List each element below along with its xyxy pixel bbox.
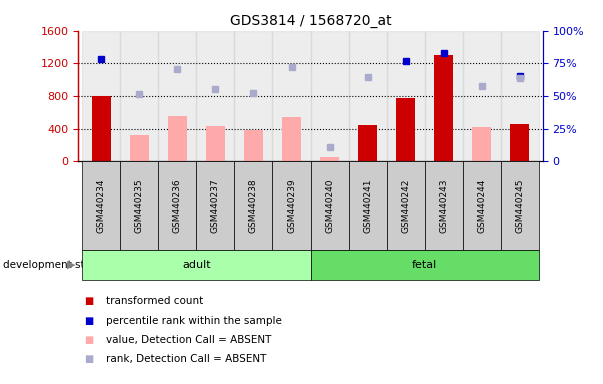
Text: GSM440235: GSM440235 (135, 178, 144, 233)
Text: GSM440237: GSM440237 (211, 178, 220, 233)
Bar (463, 31, 501, 161)
Text: GSM440240: GSM440240 (325, 178, 334, 233)
Bar (120, 31, 159, 161)
Text: ■: ■ (84, 316, 93, 326)
Text: GSM440238: GSM440238 (249, 178, 258, 233)
Text: value, Detection Call = ABSENT: value, Detection Call = ABSENT (106, 335, 271, 345)
Bar (82, 31, 120, 161)
Text: GSM440244: GSM440244 (478, 178, 486, 233)
Text: ■: ■ (84, 335, 93, 345)
Text: transformed count: transformed count (106, 296, 203, 306)
Text: ■: ■ (84, 354, 93, 364)
Text: GSM440236: GSM440236 (173, 178, 182, 233)
Bar (92, 96, 111, 161)
Bar (311, 31, 349, 161)
Bar (510, 124, 529, 161)
Text: GSM440234: GSM440234 (96, 178, 106, 233)
Bar (434, 55, 453, 161)
Text: percentile rank within the sample: percentile rank within the sample (106, 316, 282, 326)
Bar (387, 31, 425, 161)
Title: GDS3814 / 1568720_at: GDS3814 / 1568720_at (230, 14, 391, 28)
Bar (159, 31, 197, 161)
Text: ■: ■ (84, 296, 93, 306)
Bar (396, 98, 415, 161)
Bar (425, 31, 463, 161)
Bar (244, 130, 263, 161)
Bar (197, 31, 235, 161)
Text: GSM440245: GSM440245 (516, 178, 525, 233)
Bar (235, 31, 273, 161)
Bar (206, 126, 225, 161)
Bar (472, 127, 491, 161)
Bar (320, 157, 339, 161)
Bar (130, 135, 149, 161)
Text: rank, Detection Call = ABSENT: rank, Detection Call = ABSENT (106, 354, 266, 364)
Bar (349, 31, 387, 161)
Text: GSM440243: GSM440243 (439, 178, 448, 233)
Text: ▶: ▶ (67, 260, 75, 270)
Text: adult: adult (182, 260, 210, 270)
Bar (501, 31, 539, 161)
Text: development stage: development stage (3, 260, 104, 270)
Bar (273, 31, 311, 161)
Text: GSM440239: GSM440239 (287, 178, 296, 233)
Bar (282, 117, 301, 161)
Text: GSM440241: GSM440241 (363, 178, 372, 233)
Text: fetal: fetal (412, 260, 437, 270)
Text: GSM440242: GSM440242 (401, 178, 410, 233)
Bar (168, 116, 187, 161)
Bar (358, 124, 377, 161)
